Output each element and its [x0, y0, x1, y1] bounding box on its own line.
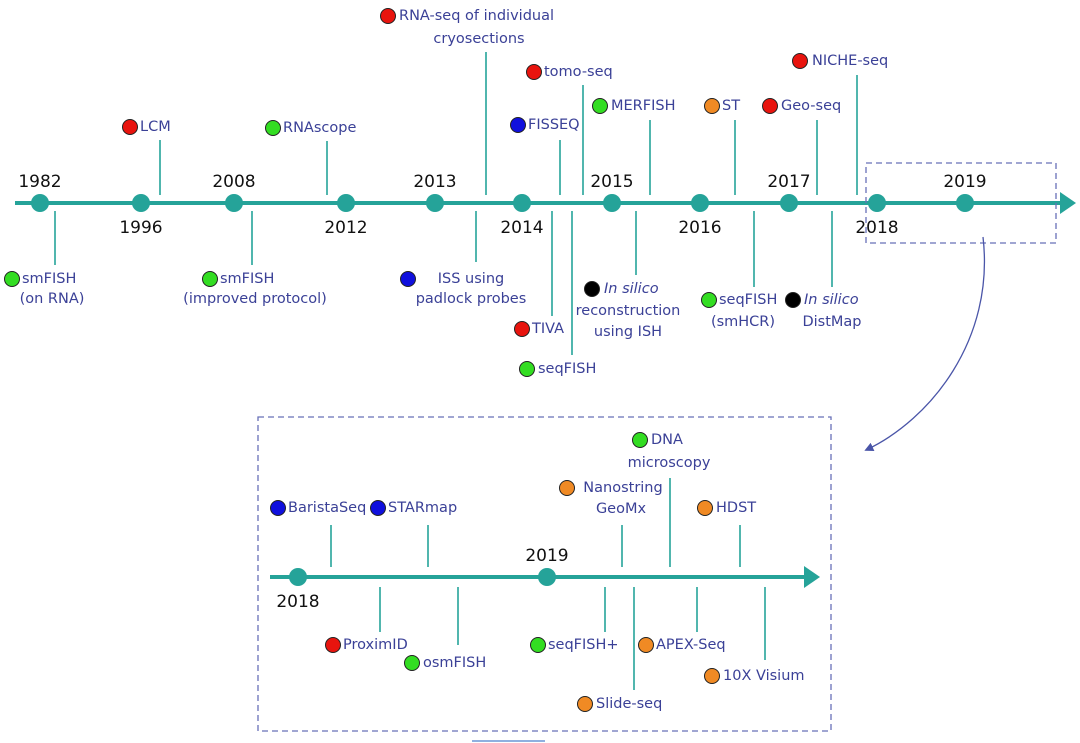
event-label: FISSEQ: [528, 117, 580, 133]
category-dot: [400, 271, 416, 287]
category-dot: [265, 120, 281, 136]
category-dot: [559, 480, 575, 496]
event-label: In silico: [604, 281, 659, 297]
category-dot: [202, 271, 218, 287]
event-label: seqFISH: [538, 361, 596, 377]
year-node: [337, 194, 355, 212]
event-label: 10X Visium: [723, 668, 805, 684]
year-label: 2015: [590, 172, 633, 192]
year-label: 2008: [212, 172, 255, 192]
year-label: 2016: [678, 218, 721, 238]
event-label: Nanostring: [583, 480, 662, 496]
category-dot: [592, 98, 608, 114]
event-label: APEX-Seq: [656, 637, 726, 653]
category-dot: [370, 500, 386, 516]
event-label: osmFISH: [423, 655, 486, 671]
event-label: DistMap: [802, 314, 861, 330]
event-label: ProximID: [343, 637, 408, 653]
category-dot: [404, 655, 420, 671]
event-label: ST: [722, 98, 740, 114]
event-label: (improved protocol): [183, 291, 327, 307]
year-label: 2013: [413, 172, 456, 192]
category-dot: [704, 668, 720, 684]
event-label: HDST: [716, 500, 756, 516]
category-dot: [785, 292, 801, 308]
category-dot: [270, 500, 286, 516]
event-label: RNA-seq of individual: [399, 8, 554, 24]
year-node: [603, 194, 621, 212]
event-label: DNA: [651, 432, 683, 448]
category-dot: [701, 292, 717, 308]
category-dot: [514, 321, 530, 337]
year-label: 2018: [855, 218, 898, 238]
inset-box: [257, 416, 832, 732]
year-label: 1982: [18, 172, 61, 192]
event-label: cryosections: [433, 31, 524, 47]
event-label: reconstruction: [576, 303, 681, 319]
event-label: seqFISH: [719, 292, 777, 308]
year-node: [289, 568, 307, 586]
year-node: [426, 194, 444, 212]
event-label: tomo-seq: [544, 64, 613, 80]
main-arrow: [1060, 192, 1076, 214]
year-label: 1996: [119, 218, 162, 238]
zoom-arrow: [864, 236, 985, 452]
event-label: (on RNA): [20, 291, 85, 307]
category-dot: [530, 637, 546, 653]
event-label: MERFISH: [611, 98, 675, 114]
year-label: 2018: [276, 592, 319, 612]
event-label: padlock probes: [416, 291, 527, 307]
event-label: using ISH: [594, 324, 662, 340]
year-node: [780, 194, 798, 212]
event-label: RNAscope: [283, 120, 356, 136]
category-dot: [380, 8, 396, 24]
year-label: 2012: [324, 218, 367, 238]
year-node: [31, 194, 49, 212]
category-dot: [697, 500, 713, 516]
year-node: [513, 194, 531, 212]
category-dot: [519, 361, 535, 377]
year-node: [132, 194, 150, 212]
category-dot: [577, 696, 593, 712]
category-dot: [638, 637, 654, 653]
event-label: TIVA: [531, 321, 564, 337]
category-dot: [584, 281, 600, 297]
category-dot: [325, 637, 341, 653]
event-label: microscopy: [628, 455, 711, 471]
event-label: STARmap: [388, 500, 457, 516]
event-label: ISS using: [438, 271, 504, 287]
category-dot: [4, 271, 20, 287]
event-label: (smHCR): [711, 314, 775, 330]
event-label: smFISH: [220, 271, 274, 287]
category-dot: [510, 117, 526, 133]
year-node: [225, 194, 243, 212]
year-node: [868, 194, 886, 212]
category-dot: [632, 432, 648, 448]
year-label: 2014: [500, 218, 543, 238]
event-label: LCM: [140, 119, 171, 135]
year-node: [538, 568, 556, 586]
event-label: seqFISH+: [548, 637, 619, 653]
category-dot: [792, 53, 808, 69]
event-label: GeoMx: [596, 501, 647, 517]
year-node: [956, 194, 974, 212]
year-label: 2019: [525, 546, 568, 566]
zoom-box: [865, 162, 1057, 244]
event-label: Geo-seq: [781, 98, 841, 114]
event-label: In silico: [804, 292, 859, 308]
category-dot: [526, 64, 542, 80]
event-label: NICHE-seq: [812, 53, 888, 69]
category-dot: [704, 98, 720, 114]
inset-arrow: [804, 566, 820, 588]
year-node: [691, 194, 709, 212]
category-dot: [122, 119, 138, 135]
year-label: 2017: [767, 172, 810, 192]
event-label: BaristaSeq: [288, 500, 366, 516]
category-dot: [762, 98, 778, 114]
year-label: 2019: [943, 172, 986, 192]
event-label: smFISH: [22, 271, 76, 287]
event-label: Slide-seq: [596, 696, 662, 712]
